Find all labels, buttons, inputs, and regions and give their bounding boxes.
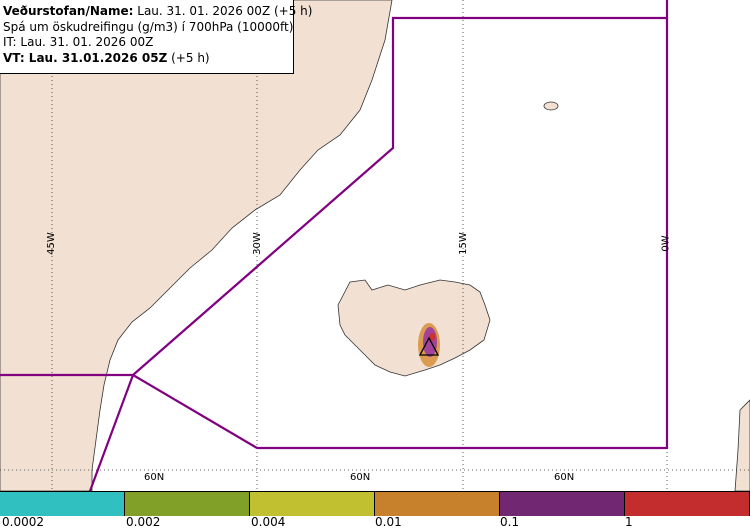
valid-offset: (+5 h): [167, 50, 210, 65]
forecast-description: Spá um öskudreifingu (g/m3) í 700hPa (10…: [3, 19, 294, 34]
iceland-land: [337, 279, 491, 377]
initial-time: IT: Lau. 31. 01. 2026 00Z: [3, 35, 154, 49]
legend-tick: 1: [625, 515, 633, 529]
parallel-label: 60N: [554, 472, 575, 483]
volcano-icon: [418, 336, 440, 356]
meridian-label: 30W: [251, 232, 263, 255]
legend-swatch: [250, 492, 375, 516]
legend-tick: 0.1: [500, 515, 520, 529]
legend-swatch: [625, 492, 750, 516]
norway-coast: [734, 399, 750, 491]
legend-swatch: [375, 492, 500, 516]
legend-tick: 0.0002: [2, 515, 44, 529]
legend-tick: 0.004: [251, 515, 286, 529]
legend-tick: 0.01: [375, 515, 402, 529]
legend-tick: 0.002: [126, 515, 161, 529]
meridian-label: 15W: [457, 232, 469, 255]
legend-swatch: [0, 492, 125, 516]
parallel-label: 60N: [350, 472, 371, 483]
greenland-land: [0, 0, 393, 491]
valid-time: VT: Lau. 31.01.2026 05Z: [3, 50, 168, 65]
advisory-area-boundary: [0, 0, 669, 491]
graticule: [0, 0, 750, 491]
map[interactable]: [0, 0, 750, 491]
parallel-label: 60N: [144, 472, 165, 483]
legend-swatch: [500, 492, 625, 516]
legend-ticks: 0.0002 0.002 0.004 0.01 0.1 1: [0, 515, 750, 532]
color-legend: [0, 491, 750, 516]
jan-mayen: [543, 101, 559, 111]
meridian-label: 0W: [660, 235, 672, 252]
forecast-info-box: Veðurstofan/Name: Lau. 31. 01. 2026 00Z …: [0, 0, 312, 74]
legend-swatch: [125, 492, 250, 516]
issue-time: Lau. 31. 01. 2026 00Z (+5 h): [133, 4, 313, 18]
ash-plume: [418, 323, 440, 367]
meridian-label: 45W: [45, 232, 57, 255]
issuer-label: Veðurstofan/Name:: [3, 4, 134, 18]
